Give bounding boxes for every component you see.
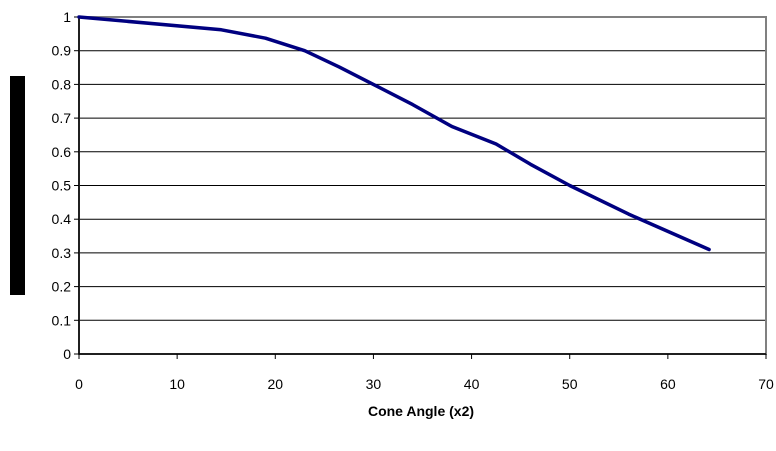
y-axis-title-block	[10, 76, 25, 295]
x-tick-label-7: 70	[758, 376, 774, 392]
data-series	[77, 15, 711, 252]
x-tick-label-6: 60	[660, 376, 676, 392]
y-tick-label-3: 0.3	[52, 245, 72, 261]
x-tick-label-0: 0	[75, 376, 83, 392]
x-tick-label-4: 40	[464, 376, 480, 392]
x-tick-label-5: 50	[562, 376, 578, 392]
y-tick-label-1: 0.1	[52, 312, 72, 328]
y-tick-label-4: 0.4	[52, 211, 72, 227]
y-tick-label-7: 0.7	[52, 110, 72, 126]
y-tick-labels: 0 0.1 0.2 0.3 0.4 0.5 0.6 0.7 0.8 0.9 1	[52, 9, 72, 362]
x-tick-labels: 0 10 20 30 40 50 60 70	[75, 376, 774, 392]
y-tick-label-6: 0.6	[52, 144, 72, 160]
axes	[74, 16, 767, 359]
x-tick-label-2: 20	[267, 376, 283, 392]
x-tick-label-1: 10	[169, 376, 185, 392]
x-tick-label-3: 30	[366, 376, 382, 392]
y-tick-label-10: 1	[63, 9, 71, 25]
y-tick-label-2: 0.2	[52, 279, 72, 295]
y-tick-label-8: 0.8	[52, 76, 72, 92]
gridlines	[79, 50, 766, 321]
x-axis-label: Cone Angle (x2)	[368, 403, 474, 419]
y-tick-label-0: 0	[63, 346, 71, 362]
y-tick-label-9: 0.9	[52, 43, 72, 59]
y-tick-label-5: 0.5	[52, 178, 72, 194]
